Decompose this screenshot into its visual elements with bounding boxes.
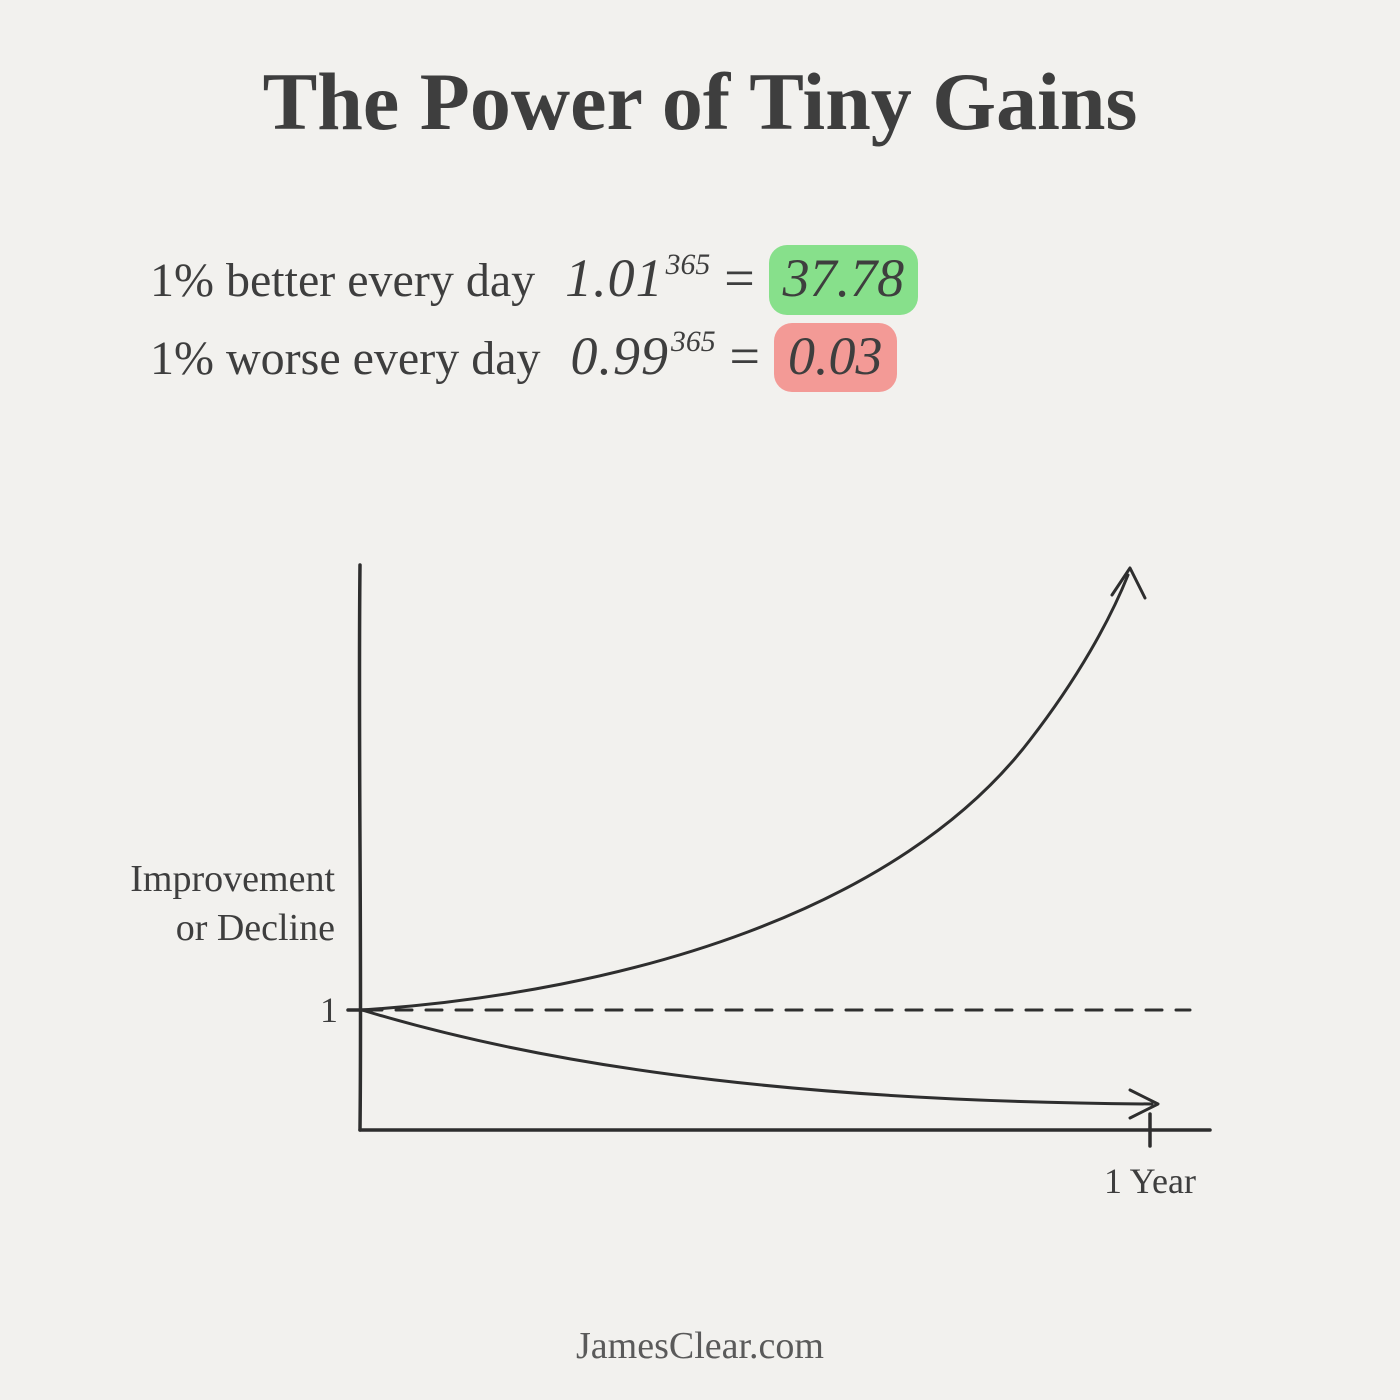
- y-tick-label: 1: [278, 989, 338, 1031]
- y-axis-label-line1: Improvement: [130, 858, 335, 900]
- equation-worse-result: 0.03: [774, 323, 897, 393]
- y-axis-label: Improvement or Decline: [75, 855, 335, 954]
- equation-worse-label: 1% worse every day: [150, 329, 541, 389]
- equation-better-math: 1.01365: [565, 245, 710, 313]
- attribution: JamesClear.com: [0, 1324, 1400, 1368]
- equation-better-base: 1.01: [565, 248, 664, 308]
- chart: Improvement or Decline 1 1 Year: [90, 510, 1310, 1250]
- equation-worse-math: 0.99365: [571, 323, 716, 391]
- equation-better-result: 37.78: [769, 245, 919, 315]
- equation-better: 1% better every day 1.01365 = 37.78: [150, 245, 1270, 315]
- equals-sign: =: [730, 323, 760, 391]
- infographic-page: The Power of Tiny Gains 1% better every …: [0, 0, 1400, 1400]
- equation-worse-exponent: 365: [671, 326, 716, 358]
- page-title: The Power of Tiny Gains: [0, 55, 1400, 149]
- x-tick-label: 1 Year: [1080, 1160, 1220, 1202]
- equation-worse: 1% worse every day 0.99365 = 0.03: [150, 323, 1270, 393]
- equation-better-label: 1% better every day: [150, 251, 535, 311]
- equation-worse-base: 0.99: [571, 326, 670, 386]
- equation-better-exponent: 365: [666, 249, 711, 281]
- equations-block: 1% better every day 1.01365 = 37.78 1% w…: [150, 245, 1270, 400]
- equals-sign: =: [724, 245, 754, 313]
- y-axis-label-line2: or Decline: [176, 907, 335, 949]
